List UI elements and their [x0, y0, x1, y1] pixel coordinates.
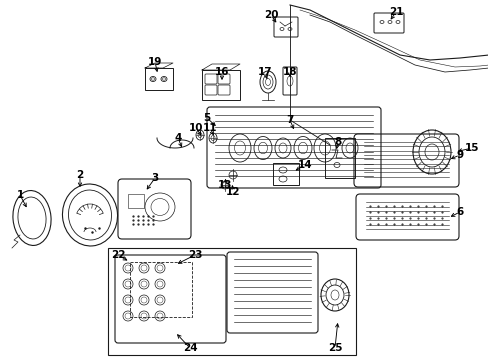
- Text: 2: 2: [76, 170, 83, 180]
- Text: 12: 12: [225, 187, 240, 197]
- Text: 11: 11: [203, 123, 217, 133]
- Text: 4: 4: [174, 133, 182, 143]
- Text: 14: 14: [297, 160, 312, 170]
- Text: 6: 6: [455, 207, 463, 217]
- Bar: [325, 138, 354, 178]
- Text: 21: 21: [388, 7, 403, 17]
- Text: 3: 3: [151, 173, 158, 183]
- Text: 9: 9: [455, 150, 463, 160]
- Text: 13: 13: [217, 180, 232, 190]
- Text: 16: 16: [214, 67, 229, 77]
- Bar: [128, 194, 143, 208]
- Text: 18: 18: [282, 67, 297, 77]
- Text: 24: 24: [183, 343, 197, 353]
- Text: 5: 5: [203, 113, 210, 123]
- Text: 1: 1: [16, 190, 23, 200]
- Text: 20: 20: [263, 10, 278, 20]
- Bar: [145, 68, 173, 90]
- Text: 17: 17: [257, 67, 272, 77]
- Text: 8: 8: [334, 137, 341, 147]
- Text: 22: 22: [110, 250, 125, 260]
- Text: 10: 10: [188, 123, 203, 133]
- Text: 7: 7: [286, 115, 293, 125]
- Bar: [202, 70, 240, 100]
- Text: 23: 23: [187, 250, 202, 260]
- Text: 19: 19: [147, 57, 162, 67]
- Bar: [272, 163, 298, 185]
- Bar: [130, 262, 192, 317]
- Text: 25: 25: [327, 343, 342, 353]
- Text: 15: 15: [464, 143, 478, 153]
- Bar: [108, 248, 355, 355]
